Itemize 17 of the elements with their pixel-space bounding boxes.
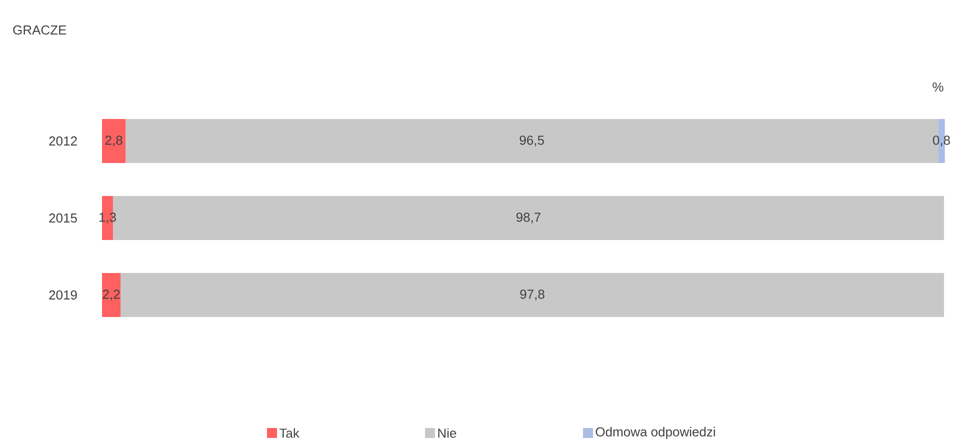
data-label: 97,8: [520, 290, 544, 300]
y-tick-label: 2012: [49, 136, 77, 146]
chart-title: GRACZE: [13, 25, 66, 35]
text: %: [932, 82, 944, 92]
data-label: 98,7: [516, 212, 540, 224]
bar: [102, 118, 126, 163]
data-label: 96,5: [520, 136, 544, 146]
y-tick-label: 2015: [49, 213, 77, 223]
legend-label: Odmowa odpowiedzi: [596, 426, 715, 440]
data-label: 0,8: [932, 136, 950, 146]
legend-label: Tak: [280, 428, 300, 438]
y-tick-label: 2019: [49, 290, 77, 300]
legend-label: Nie: [438, 428, 456, 438]
data-label: 2,8: [105, 136, 122, 146]
bar: [120, 272, 944, 317]
bar: [102, 272, 121, 317]
data-label: 2,2: [102, 290, 120, 300]
